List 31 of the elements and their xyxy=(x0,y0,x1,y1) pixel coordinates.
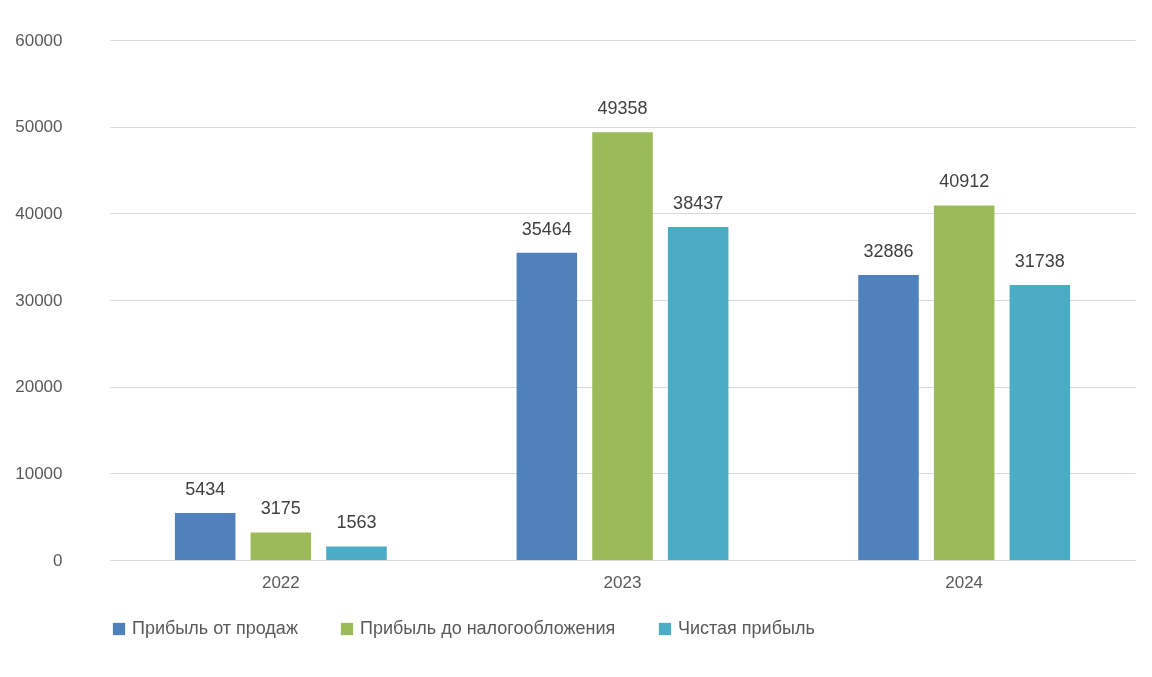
bar xyxy=(250,532,312,560)
bar xyxy=(858,274,919,560)
data-label: 5434 xyxy=(185,478,226,499)
bar xyxy=(667,226,729,560)
y-tick-label: 30000 xyxy=(15,290,63,310)
y-tick-label: 50000 xyxy=(15,117,63,137)
legend-label: Прибыль от продаж xyxy=(132,618,298,638)
data-label: 3175 xyxy=(260,498,301,519)
bar xyxy=(174,512,236,560)
bar xyxy=(592,132,653,560)
y-tick-label: 40000 xyxy=(15,203,63,223)
data-label: 38437 xyxy=(673,192,724,213)
data-label: 32886 xyxy=(863,240,914,261)
data-label: 31738 xyxy=(1014,250,1065,271)
legend-label: Прибыль до налогообложения xyxy=(360,618,616,638)
bar xyxy=(326,546,387,560)
y-tick-label: 0 xyxy=(53,550,63,570)
data-label: 35464 xyxy=(521,218,572,239)
bar xyxy=(1009,284,1071,560)
y-tick-label: 10000 xyxy=(15,463,63,483)
x-tick-label: 2024 xyxy=(945,572,984,592)
data-label: 49358 xyxy=(597,98,648,119)
bar xyxy=(933,205,995,560)
data-label: 40912 xyxy=(939,171,990,192)
y-tick-label: 20000 xyxy=(15,377,63,397)
bar xyxy=(516,252,578,560)
x-tick-label: 2022 xyxy=(261,572,300,592)
legend-label: Чистая прибыль xyxy=(678,618,815,638)
x-tick-label: 2023 xyxy=(603,572,642,592)
data-label: 1563 xyxy=(336,512,377,533)
y-tick-label: 60000 xyxy=(15,30,63,50)
